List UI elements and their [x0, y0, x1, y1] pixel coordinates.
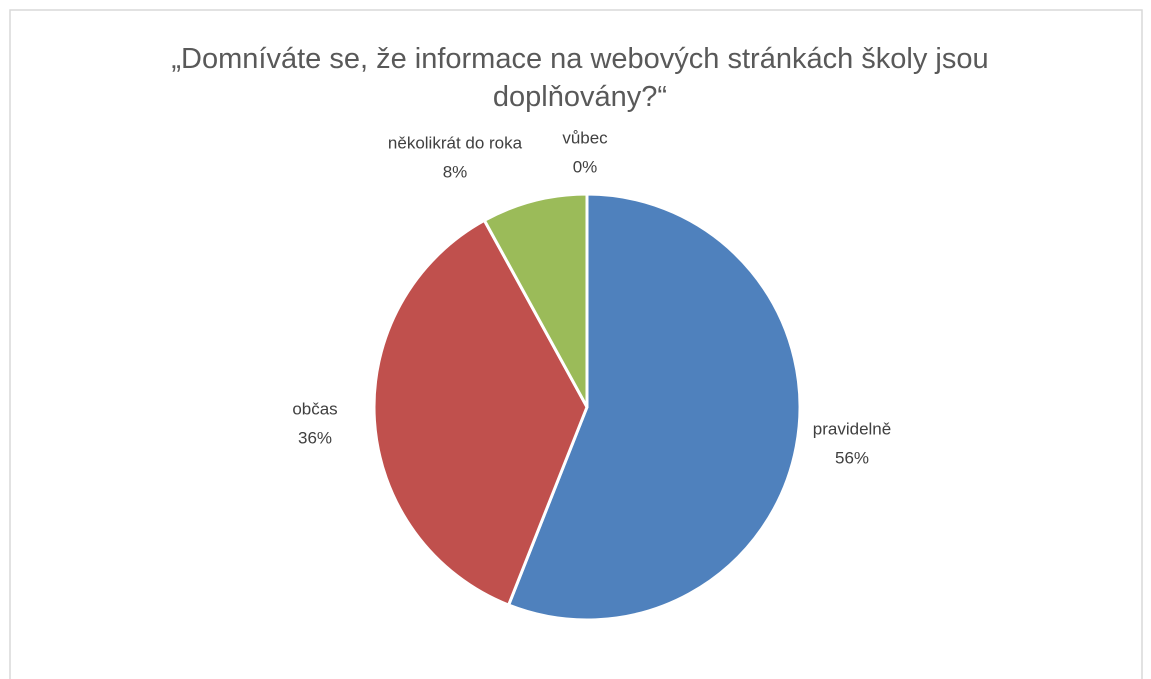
data-label-value: 56% [835, 448, 869, 467]
data-label-value: 36% [298, 428, 332, 447]
data-label-name: několikrát do roka [388, 133, 523, 152]
data-label-value: 0% [573, 157, 598, 176]
data-label-name: občas [292, 399, 337, 418]
data-label-name: vůbec [562, 128, 608, 147]
data-label-name: pravidelně [813, 419, 891, 438]
pie-slice [372, 218, 589, 607]
pie-slice [482, 192, 589, 409]
chart-title: „Domníváte se, že informace na webových … [171, 43, 989, 113]
data-label-value: 8% [443, 162, 468, 181]
pie-slice [507, 192, 802, 622]
chart-frame [9, 9, 1143, 679]
